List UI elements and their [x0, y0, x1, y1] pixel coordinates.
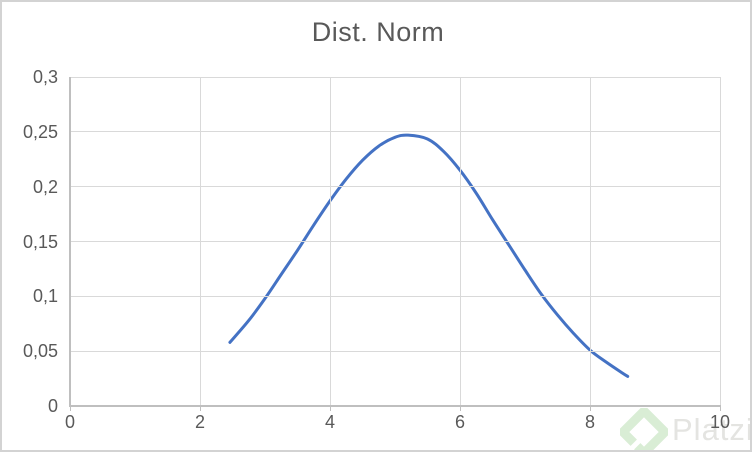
x-tick-label: 6 [454, 412, 465, 432]
x-tick-label: 10 [709, 412, 731, 432]
x-axis-labels: 0 2 4 6 8 10 [65, 411, 730, 435]
y-tick-label: 0 [47, 396, 58, 416]
y-tick-label: 0,25 [22, 121, 58, 142]
vertical-gridline [719, 77, 721, 406]
platzi-logo-icon [620, 408, 668, 450]
vertical-gridline [589, 77, 591, 406]
y-tick-label: 0,3 [32, 67, 58, 87]
x-axis-tick [199, 406, 201, 411]
horizontal-gridline [70, 295, 720, 297]
x-axis-tick [69, 406, 71, 411]
y-tick-label: 0,15 [22, 231, 58, 252]
horizontal-gridline [70, 76, 720, 78]
horizontal-gridline [70, 350, 720, 352]
x-tick-label: 4 [324, 412, 335, 432]
x-tick-label: 2 [194, 412, 205, 432]
normal-distribution-curve[interactable] [228, 133, 630, 378]
y-tick-label: 0,1 [32, 286, 58, 307]
x-axis-line [69, 405, 721, 407]
y-tick-label: 0,05 [22, 341, 58, 362]
x-axis-tick [459, 406, 461, 411]
horizontal-gridline [70, 131, 720, 133]
x-axis-tick [589, 406, 591, 411]
x-axis-tick [719, 406, 721, 411]
y-tick-label: 0,2 [32, 176, 58, 197]
vertical-gridline [459, 77, 461, 406]
horizontal-gridline [70, 241, 720, 242]
horizontal-gridline [70, 186, 720, 188]
y-axis-labels: 0 0,05 0,1 0,15 0,2 0,25 0,3 [2, 67, 58, 416]
vertical-gridline [199, 77, 201, 406]
x-tick-label: 8 [584, 412, 595, 432]
y-axis-line [69, 77, 71, 406]
platzi-watermark-text: Platzi [672, 412, 752, 447]
chart-title[interactable]: Dist. Norm [311, 17, 445, 47]
plot-area[interactable] [69, 76, 721, 411]
series-line-dist-norm[interactable] [70, 77, 720, 406]
x-axis-tick [329, 406, 331, 411]
x-tick-label: 0 [64, 412, 75, 432]
platzi-watermark: Platzi [620, 406, 752, 450]
vertical-gridline [329, 77, 331, 406]
